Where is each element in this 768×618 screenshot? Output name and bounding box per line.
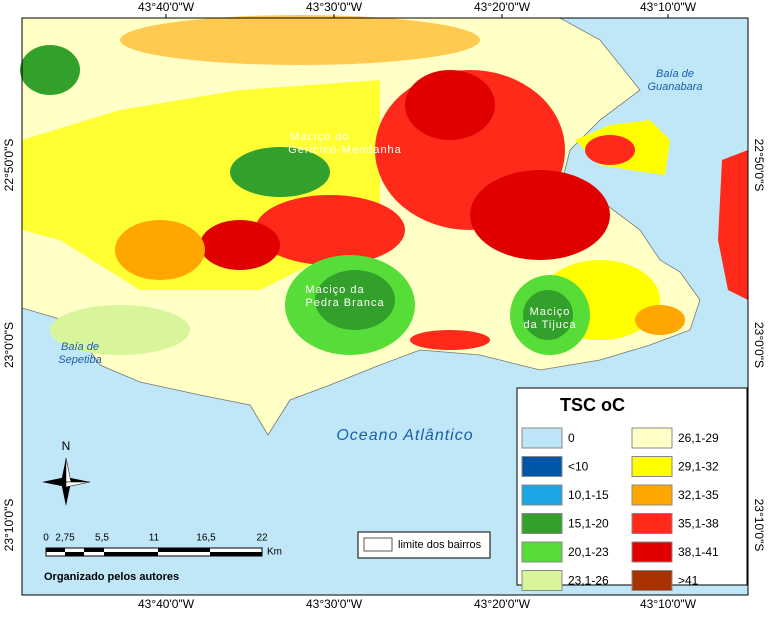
north-label: N bbox=[62, 439, 71, 453]
place-label: da Tijuca bbox=[523, 319, 576, 331]
legend-label: 23,1-26 bbox=[568, 574, 609, 588]
legend-label: 10,1-15 bbox=[568, 488, 609, 502]
boundary-swatch bbox=[363, 537, 393, 552]
legend-label: 38,1-41 bbox=[678, 545, 719, 559]
legend-label: 15,1-20 bbox=[568, 517, 609, 531]
place-label: Pedra Branca bbox=[305, 297, 384, 309]
longitude-label: 43°10'0"W bbox=[640, 0, 697, 14]
longitude-label: 43°30'0"W bbox=[306, 0, 363, 14]
legend-swatch bbox=[631, 570, 673, 591]
legend-swatch bbox=[631, 484, 673, 506]
longitude-label: 43°20'0"W bbox=[474, 597, 531, 611]
longitude-label: 43°20'0"W bbox=[474, 0, 531, 14]
legend-label: <10 bbox=[568, 460, 589, 474]
legend-label: 0 bbox=[568, 431, 575, 445]
legend-label: 35,1-38 bbox=[678, 517, 719, 531]
latitude-label: 23°10'0"S bbox=[2, 499, 16, 552]
latitude-label: 22°50'0"S bbox=[2, 139, 16, 192]
legend-swatch bbox=[521, 541, 563, 563]
scale-bar bbox=[45, 547, 263, 557]
longitude-label: 43°30'0"W bbox=[306, 597, 363, 611]
legend-swatch bbox=[521, 484, 563, 506]
map-frame bbox=[21, 17, 749, 596]
north-arrow bbox=[42, 457, 91, 506]
latitude-label: 22°50'0"S bbox=[752, 139, 766, 192]
land bbox=[20, 15, 748, 436]
place-label: Oceano Atlântico bbox=[336, 427, 473, 444]
place-label: Maciço da bbox=[305, 284, 364, 296]
latitude-label: 23°10'0"S bbox=[752, 499, 766, 552]
latitude-label: 23°0'0"S bbox=[752, 322, 766, 368]
boundary-label: limite dos bairros bbox=[398, 539, 482, 551]
scale-label: 16,5 bbox=[196, 533, 216, 544]
scale-label: 11 bbox=[149, 533, 160, 544]
legend-title: TSC oC bbox=[560, 395, 625, 415]
place-label: Baía de bbox=[61, 341, 99, 353]
legend-swatch bbox=[631, 541, 673, 563]
legend-swatch bbox=[521, 456, 563, 477]
scale-label: 5,5 bbox=[95, 533, 109, 544]
place-label: Baía de bbox=[656, 68, 694, 80]
legend-label: 26,1-29 bbox=[678, 431, 719, 445]
legend-swatch bbox=[631, 456, 673, 477]
legend-swatch bbox=[521, 513, 563, 534]
longitude-label: 43°40'0"W bbox=[138, 597, 195, 611]
legend-label: >41 bbox=[678, 574, 699, 588]
legend-swatch bbox=[521, 427, 563, 449]
place-label: Sepetiba bbox=[58, 354, 101, 366]
place-label: Maciço do bbox=[290, 131, 349, 143]
legend-swatch bbox=[521, 570, 563, 591]
legend-label: 32,1-35 bbox=[678, 488, 719, 502]
longitude-label: 43°40'0"W bbox=[138, 0, 195, 14]
place-label: Guanabara bbox=[647, 81, 702, 93]
legend-swatch bbox=[631, 427, 673, 449]
scale-unit: Km bbox=[267, 547, 282, 558]
legend-label: 29,1-32 bbox=[678, 460, 719, 474]
place-label: Maciço bbox=[530, 306, 571, 318]
scale-label: 2,75 bbox=[55, 533, 75, 544]
place-label: Gericinó-Mendanha bbox=[288, 144, 402, 156]
longitude-label: 43°10'0"W bbox=[640, 597, 697, 611]
legend-swatch bbox=[631, 513, 673, 534]
credit: Organizado pelos autores bbox=[44, 571, 179, 583]
scale-label: 22 bbox=[256, 533, 268, 544]
legend-label: 20,1-23 bbox=[568, 545, 609, 559]
scale-label: 0 bbox=[43, 533, 49, 544]
latitude-label: 23°0'0"S bbox=[2, 322, 16, 368]
